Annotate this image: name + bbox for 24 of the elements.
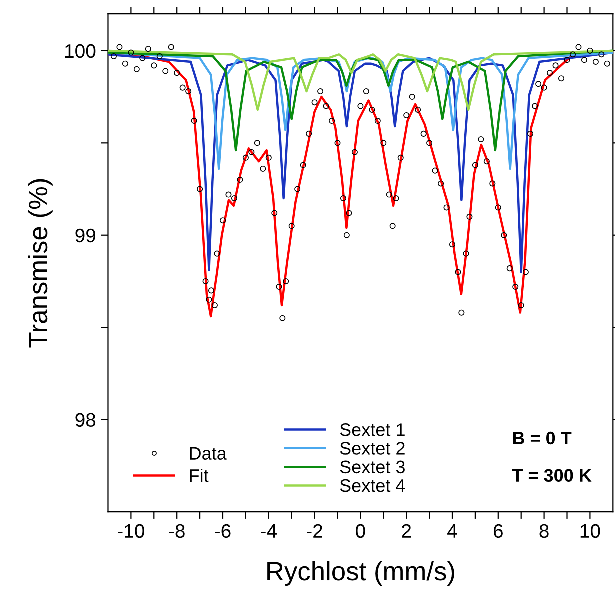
x-tick-label: 0	[356, 524, 366, 538]
x-tick-label: 2	[402, 524, 412, 538]
x-axis-title: Rychlost (mm/s)	[268, 561, 454, 586]
legend-label: Sextet 3	[340, 460, 405, 474]
legend-label: Fit	[190, 468, 209, 482]
y-axis-title: Transmise (%)	[28, 179, 53, 348]
x-tick-label: -4	[261, 524, 277, 538]
x-tick-label: 8	[540, 524, 549, 538]
legend-label: Sextet 4	[340, 479, 406, 492]
legend-label: Data	[190, 447, 227, 460]
x-tick-label: -8	[169, 524, 185, 538]
x-tick-label: 10	[580, 524, 600, 538]
x-tick-label: 6	[494, 524, 503, 538]
x-tick-label: -2	[307, 524, 322, 538]
y-tick-label: 99	[76, 228, 96, 243]
legend-label: Sextet 2	[340, 442, 405, 455]
x-tick-label: 4	[448, 524, 458, 538]
y-tick-label: 98	[76, 413, 96, 428]
x-tick-label: -10	[118, 524, 144, 538]
y-tick-label: 100	[65, 44, 96, 58]
legend-label: Sextet 1	[340, 424, 405, 436]
annotation: B = 0 T	[513, 432, 572, 445]
x-tick-label: -6	[215, 524, 231, 538]
annotation: T = 300 K	[512, 469, 592, 482]
